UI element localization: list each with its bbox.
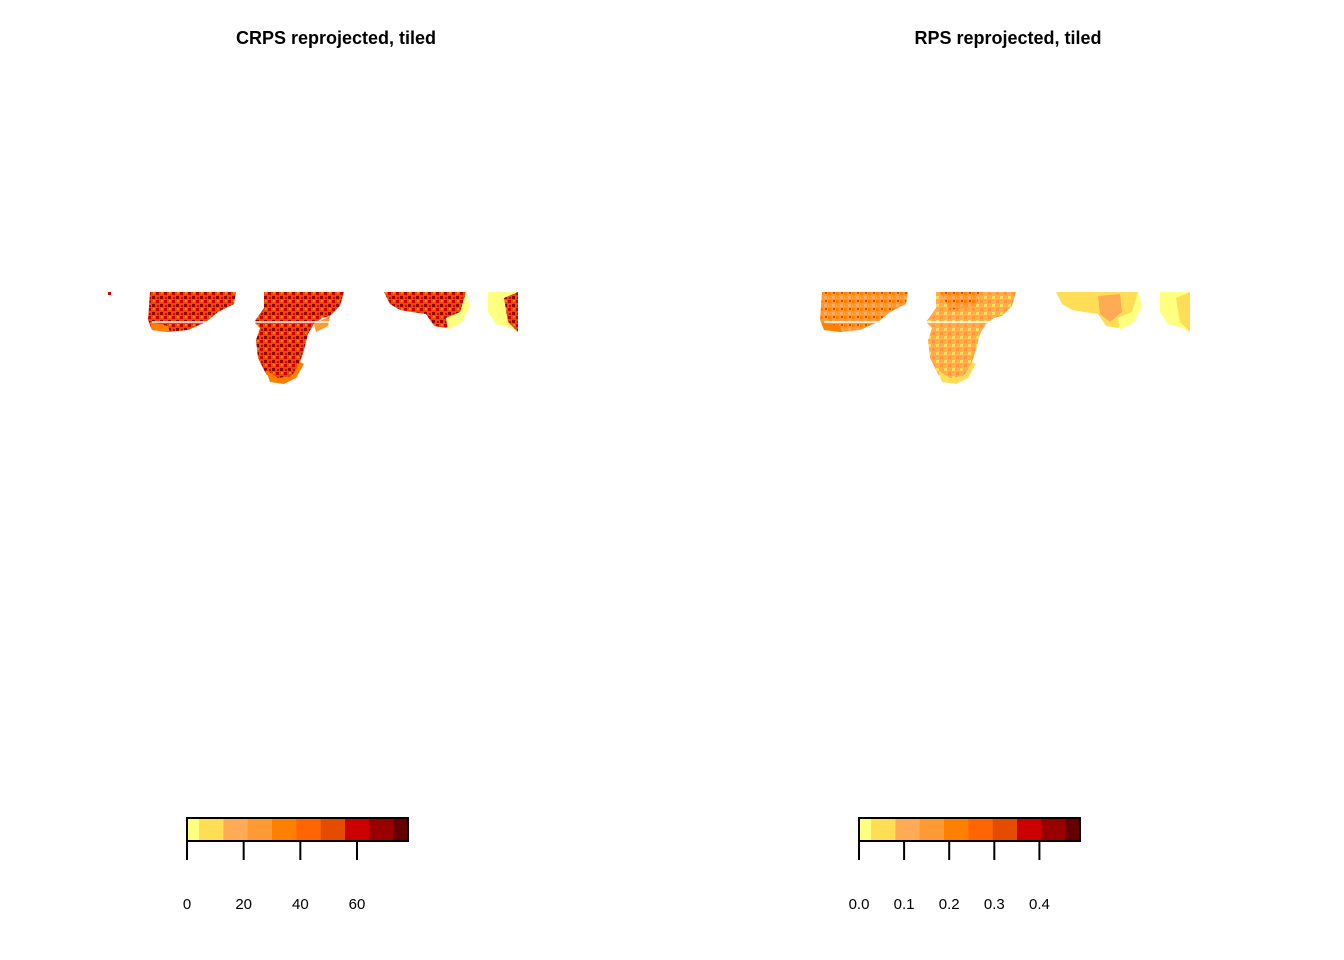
crps-panel: CRPS reprojected, tiled — [108, 28, 518, 913]
crps-legend-tick-label: 60 — [348, 896, 366, 913]
rps-legend-tick-label: 0.4 — [1028, 896, 1050, 913]
rps-region-east — [1056, 292, 1142, 330]
crps-legend-tick-label: 0 — [182, 896, 192, 913]
rps-legend-swatch — [1017, 818, 1042, 841]
rps-legend-tick-label: 0.3 — [983, 896, 1005, 913]
crps-legend-swatch — [345, 818, 370, 841]
rps-legend-swatch — [1041, 818, 1067, 841]
crps-legend-swatch — [223, 818, 249, 841]
rps-legend — [858, 817, 1081, 860]
crps-legend-swatch — [272, 818, 297, 841]
rps-legend-border — [858, 817, 1081, 842]
crps-region-far-east — [488, 292, 518, 332]
rps-legend-swatch — [992, 818, 1018, 841]
crps-region-central — [254, 292, 344, 384]
crps-legend-swatch — [393, 818, 409, 841]
rps-legend-swatch — [895, 818, 921, 841]
rps-legend-swatch — [871, 818, 896, 841]
rps-region-far-east — [1160, 292, 1190, 332]
rps-legend-tick-label: 0.1 — [893, 896, 915, 913]
rps-region-central — [926, 292, 1016, 384]
rps-legend-swatch — [968, 818, 994, 841]
rps-legend-swatch — [1065, 818, 1081, 841]
crps-legend-swatch — [199, 818, 224, 841]
rps-panel: RPS reprojected, tiled — [672, 0, 1344, 960]
rps-legend-swatch — [944, 818, 969, 841]
rps-legend-tick-label: 0.2 — [938, 896, 960, 913]
rps-legend-tick-label: 0.0 — [848, 896, 870, 913]
crps-legend-border — [186, 817, 409, 842]
crps-title: CRPS reprojected, tiled — [235, 28, 437, 48]
crps-legend-tick-label: 20 — [235, 896, 252, 913]
crps-legend-swatch — [296, 818, 322, 841]
crps-legend-swatch — [320, 818, 346, 841]
rps-legend-swatch — [919, 818, 945, 841]
crps-legend-tick-label: 40 — [291, 896, 309, 913]
crps-legend-swatch — [369, 818, 395, 841]
crps-legend-swatch — [247, 818, 273, 841]
crps-region-east — [384, 292, 470, 330]
crps-legend — [186, 817, 409, 860]
crps-map — [108, 292, 518, 384]
rps-title: RPS reprojected, tiled — [914, 28, 1102, 48]
rps-map — [820, 292, 1190, 384]
rps-legend-swatch — [859, 818, 872, 841]
crps-legend-swatch — [187, 818, 200, 841]
